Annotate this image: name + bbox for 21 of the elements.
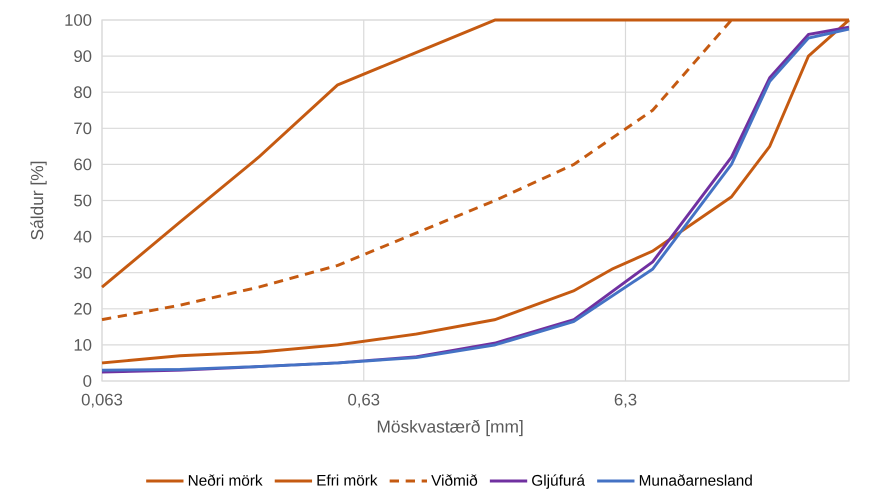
- x-tick-label: 0,063: [82, 394, 122, 408]
- x-tick-label: 6,3: [614, 394, 636, 408]
- y-tick-label: 70: [74, 122, 92, 134]
- y-tick-label: 60: [74, 158, 92, 170]
- legend-label: Neðri mörk: [188, 474, 263, 486]
- y-tick-label: 40: [74, 230, 92, 243]
- y-tick-label: 80: [74, 86, 92, 98]
- y-tick-label: 20: [74, 302, 92, 315]
- x-tick-label: 0,63: [348, 394, 380, 408]
- y-tick-label: 100: [65, 14, 92, 26]
- legend-label: Gljúfurá: [532, 474, 586, 489]
- legend-label: Viðmið: [431, 474, 478, 486]
- x-axis-title: Möskvastærð [mm]: [378, 420, 523, 436]
- y-tick-label: 30: [74, 266, 92, 279]
- y-tick-label: 0: [83, 375, 92, 387]
- legend-label: Efri mörk: [317, 474, 378, 486]
- y-axis-title: Sáldur [%]: [30, 162, 47, 240]
- y-tick-label: 10: [74, 339, 92, 351]
- y-tick-label: 90: [74, 50, 92, 62]
- legend-label: Munaðarnesland: [640, 474, 752, 486]
- y-tick-label: 50: [74, 194, 92, 206]
